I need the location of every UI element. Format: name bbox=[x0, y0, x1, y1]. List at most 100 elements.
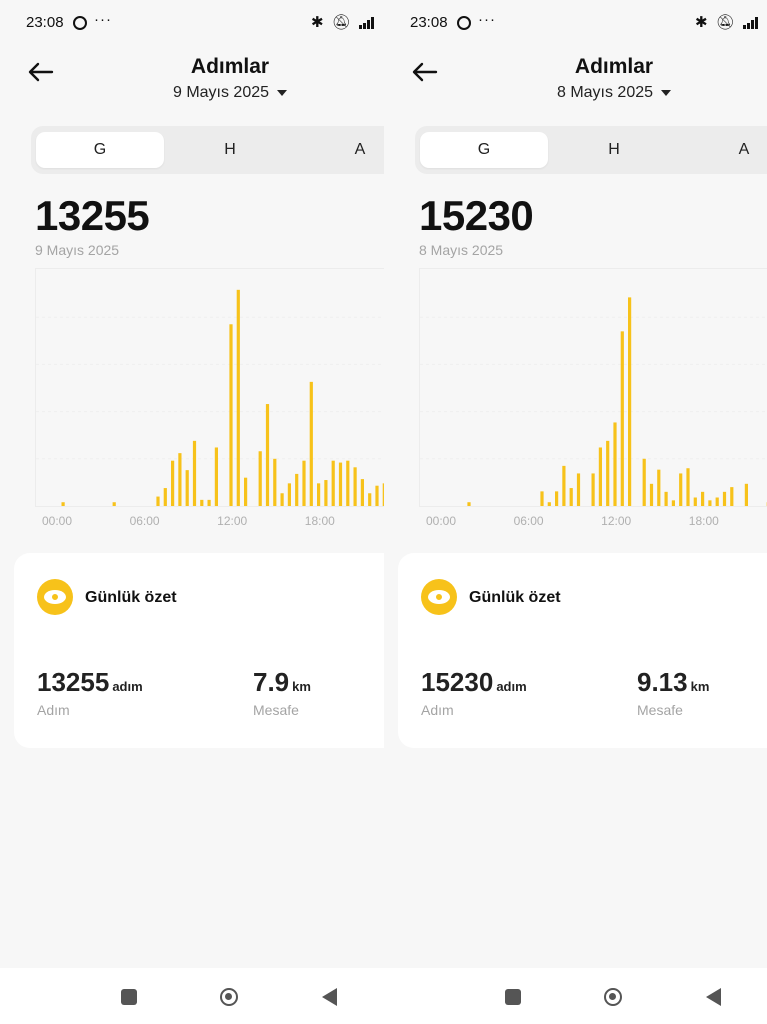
distance-metric: 9.13 km Mesafe bbox=[637, 667, 709, 718]
chart-bar bbox=[375, 485, 379, 506]
total-date: 9 Mayıs 2025 bbox=[35, 242, 120, 258]
chart-bar bbox=[178, 453, 182, 506]
chart-bar bbox=[229, 324, 233, 506]
daily-summary-card: Günlük özet 13255 adım Adım 7.9 km Mesafe bbox=[14, 553, 384, 748]
status-icons: ✱ 🔕︎ bbox=[311, 13, 377, 31]
back-button[interactable] bbox=[26, 60, 56, 84]
notification-ring-icon bbox=[73, 16, 87, 30]
chart-bar bbox=[730, 487, 734, 506]
mute-icon: 🔕︎ bbox=[715, 14, 737, 31]
chart-bar bbox=[708, 500, 712, 506]
chart-bar bbox=[346, 460, 350, 506]
chart-frame bbox=[35, 268, 384, 507]
header: Adımlar 8 Mayıs 2025 bbox=[384, 52, 767, 112]
date-label: 8 Mayıs 2025 bbox=[556, 84, 654, 101]
chart-bar bbox=[265, 404, 270, 506]
total-steps: 15230 bbox=[419, 192, 534, 239]
tab-day[interactable]: G bbox=[420, 132, 548, 168]
home-circle-icon bbox=[220, 988, 238, 1006]
tab-week[interactable]: H bbox=[608, 141, 620, 158]
chart-bar bbox=[353, 467, 357, 506]
steps-metric: 13255 adım Adım bbox=[37, 667, 143, 718]
header: Adımlar 9 Mayıs 2025 bbox=[0, 52, 384, 112]
chart-bar bbox=[686, 468, 690, 506]
chart-bar bbox=[744, 483, 748, 506]
nav-back-button[interactable] bbox=[318, 986, 340, 1008]
daily-summary-card: Günlük özet 15230 adım Adım 9.13 km Mesafe bbox=[398, 553, 767, 748]
steps-unit: adım bbox=[112, 679, 143, 694]
bluetooth-icon: ✱ bbox=[695, 14, 710, 31]
chart-bar bbox=[244, 477, 248, 506]
caret-down-icon bbox=[661, 89, 672, 96]
steps-unit: adım bbox=[496, 679, 527, 694]
chart-bar bbox=[576, 473, 581, 506]
tab-week[interactable]: H bbox=[224, 141, 236, 158]
chart-bar bbox=[649, 483, 654, 506]
square-icon bbox=[505, 989, 521, 1005]
period-tabs: G H A bbox=[415, 126, 767, 174]
summary-title: Günlük özet bbox=[469, 589, 561, 606]
chart-bar bbox=[185, 470, 189, 506]
chart-bar bbox=[200, 499, 204, 506]
date-selector[interactable]: 8 Mayıs 2025 bbox=[384, 84, 767, 102]
x-tick-label: 00:00 bbox=[426, 514, 456, 528]
date-selector[interactable]: 9 Mayıs 2025 bbox=[0, 84, 384, 102]
chart-bar bbox=[555, 491, 559, 506]
arrow-left-icon bbox=[28, 62, 54, 82]
chart-bar bbox=[547, 502, 551, 506]
x-tick-label: 06:00 bbox=[514, 514, 544, 528]
recent-apps-button[interactable] bbox=[118, 986, 140, 1008]
back-button[interactable] bbox=[410, 60, 440, 84]
summary-title: Günlük özet bbox=[85, 589, 177, 606]
chart-bar bbox=[628, 297, 632, 506]
chart-bar bbox=[295, 473, 299, 506]
home-button[interactable] bbox=[602, 986, 624, 1008]
status-time: 23:08 bbox=[410, 14, 448, 31]
notification-ring-icon bbox=[457, 16, 471, 30]
chart-frame bbox=[419, 268, 767, 507]
tab-day[interactable]: G bbox=[36, 132, 164, 168]
chart-bar bbox=[679, 473, 683, 506]
steps-label: Adım bbox=[37, 702, 70, 718]
chart-bar bbox=[591, 473, 595, 506]
home-button[interactable] bbox=[218, 986, 240, 1008]
tab-month[interactable]: A bbox=[354, 141, 366, 158]
chart-bar bbox=[258, 451, 262, 506]
chart-bar bbox=[382, 483, 384, 506]
chart-bar bbox=[163, 488, 167, 506]
chart-bar bbox=[671, 500, 675, 506]
square-icon bbox=[121, 989, 137, 1005]
caret-down-icon bbox=[277, 89, 288, 96]
chart-bar bbox=[642, 458, 646, 506]
chart-bar bbox=[569, 488, 573, 506]
chart-bar bbox=[331, 460, 335, 506]
chart-bar bbox=[368, 493, 372, 506]
distance-metric: 7.9 km Mesafe bbox=[253, 667, 311, 718]
chart-bar bbox=[598, 447, 602, 506]
x-tick-label: 00:00 bbox=[42, 514, 72, 528]
screen-right: 23:08 ··· ✱ 🔕︎ Adımlar 8 Mayıs 2025 G H … bbox=[384, 0, 767, 968]
chart-bar bbox=[302, 460, 306, 506]
chart-bar bbox=[171, 460, 175, 506]
chart-bar bbox=[664, 491, 668, 506]
date-label: 9 Mayıs 2025 bbox=[172, 84, 270, 101]
nav-back-button[interactable] bbox=[702, 986, 724, 1008]
chart-bar bbox=[540, 491, 544, 506]
steps-label: Adım bbox=[421, 702, 454, 718]
eye-icon bbox=[421, 579, 457, 615]
distance-unit: km bbox=[292, 679, 311, 694]
chart-bar bbox=[273, 458, 277, 506]
tab-month[interactable]: A bbox=[738, 141, 750, 158]
x-tick-label: 18:00 bbox=[689, 514, 719, 528]
more-notifications-icon: ··· bbox=[94, 11, 112, 28]
bluetooth-icon: ✱ bbox=[311, 14, 326, 31]
chart-bar bbox=[317, 483, 321, 506]
total-steps: 13255 bbox=[35, 192, 150, 239]
recent-apps-button[interactable] bbox=[502, 986, 524, 1008]
distance-unit: km bbox=[690, 679, 710, 694]
chart-bar bbox=[606, 440, 610, 506]
distance-value: 9.13 bbox=[637, 667, 688, 697]
